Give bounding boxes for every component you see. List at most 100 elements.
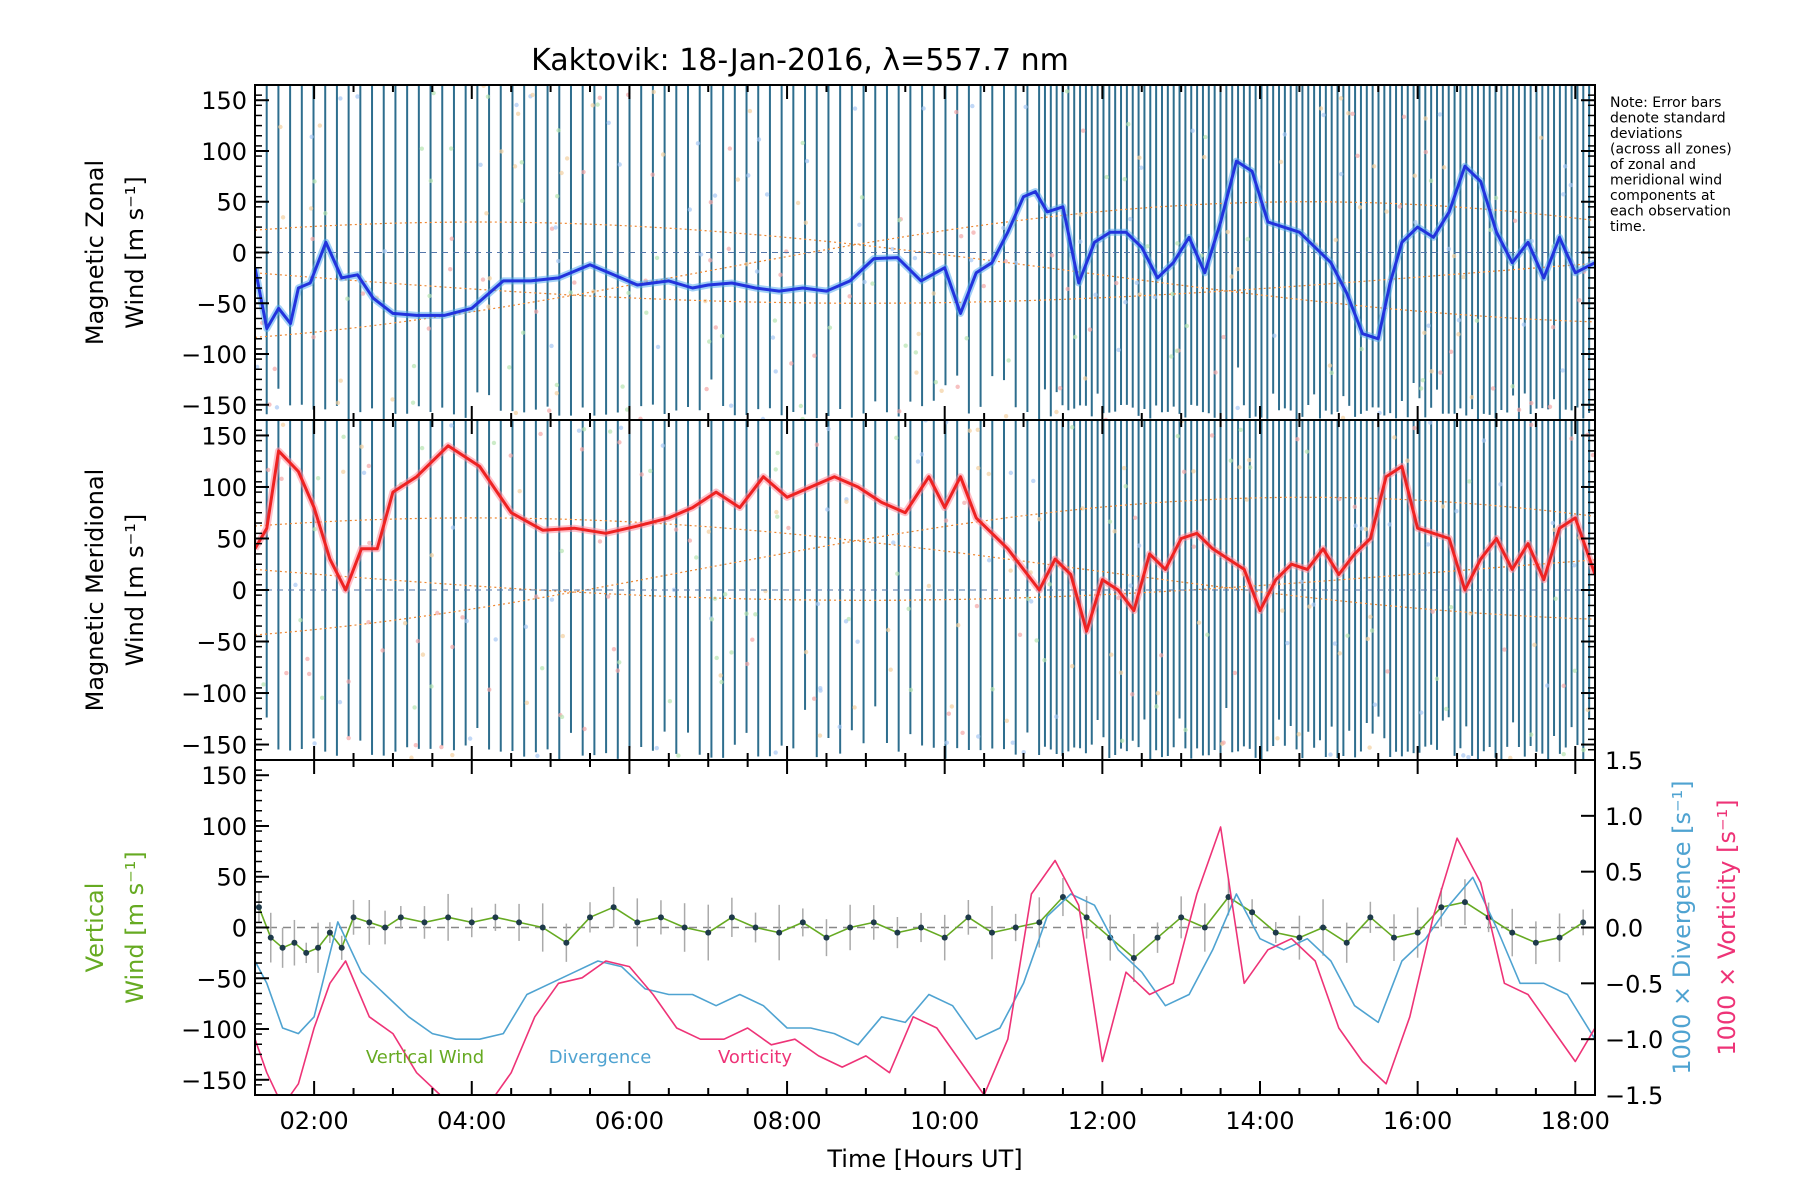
zone-point: [919, 452, 925, 457]
zone-point: [956, 623, 961, 628]
zone-point: [499, 149, 504, 154]
zone-point: [1590, 452, 1595, 458]
zone-point: [1003, 413, 1009, 419]
zone-point: [1529, 422, 1534, 428]
zone-point: [812, 353, 817, 358]
zone-point: [487, 276, 492, 281]
zone-point: [427, 293, 432, 299]
zone-point: [534, 309, 539, 314]
zone-point: [435, 610, 440, 616]
zone-point: [1221, 334, 1226, 340]
meridional-error-bars: [255, 420, 1595, 760]
zone-point: [1368, 614, 1373, 620]
zone-point: [1213, 370, 1218, 375]
zone-point: [1169, 354, 1174, 359]
vertical-wind-point: [894, 929, 901, 936]
zone-point: [1311, 602, 1316, 607]
note-line: denote standard: [1610, 111, 1726, 127]
vertical-wind-point: [705, 929, 712, 936]
vorticity-line: [255, 826, 1595, 1095]
zone-point: [1145, 244, 1150, 249]
y-tick-label: −100: [181, 341, 247, 369]
zone-point: [572, 280, 577, 285]
zone-point: [1295, 436, 1300, 442]
zone-point: [380, 648, 385, 653]
divergence-axis-label: 1000 × Divergence [s⁻¹]: [1668, 780, 1696, 1074]
zone-point: [1209, 433, 1215, 438]
vertical-wind-point: [1012, 924, 1019, 931]
zone-point: [1550, 520, 1556, 526]
zone-point: [419, 146, 424, 151]
zone-point: [1128, 583, 1133, 588]
zone-point: [390, 397, 395, 402]
zone-point: [1561, 192, 1566, 197]
zone-point: [795, 200, 801, 206]
note-line: of zonal and: [1610, 157, 1696, 173]
model-curve: [255, 201, 1595, 338]
zone-point: [1299, 579, 1304, 585]
zone-point: [1438, 370, 1443, 375]
zone-point: [706, 529, 712, 534]
zone-point: [1175, 433, 1181, 439]
zone-point: [1412, 173, 1418, 178]
vertical-wind-point: [468, 919, 475, 926]
zone-point: [1191, 544, 1197, 549]
zone-point: [931, 291, 936, 296]
zone-point: [800, 140, 805, 146]
zone-point: [967, 428, 972, 433]
zone-point: [1498, 482, 1503, 487]
vertical-wind-point: [397, 914, 404, 921]
zone-point: [315, 475, 321, 481]
vertical-wind-point: [315, 944, 322, 951]
y2-tick-label: 0.0: [1605, 915, 1643, 943]
zone-point: [1191, 469, 1196, 474]
note-line: meridional wind: [1610, 173, 1722, 189]
zone-point: [265, 467, 271, 473]
zone-point: [895, 571, 900, 576]
vertical-wind-point: [1059, 894, 1066, 901]
zone-point: [803, 220, 808, 225]
zone-point: [559, 170, 564, 176]
zone-point: [773, 750, 778, 755]
zone-point: [1367, 745, 1372, 750]
zone-point: [1401, 114, 1407, 120]
zone-point: [1087, 327, 1093, 332]
zone-point: [1469, 395, 1475, 400]
zone-point: [1345, 633, 1350, 638]
zone-point: [943, 518, 949, 523]
zone-point: [1321, 112, 1326, 118]
zone-point: [1510, 384, 1515, 389]
meridional-wind-line: [255, 444, 1595, 633]
zone-point: [852, 106, 858, 111]
meridional-wind-halo: [255, 442, 1595, 635]
zone-point: [606, 120, 611, 125]
zone-point: [778, 272, 783, 278]
zone-point: [337, 699, 343, 705]
zone-point: [261, 682, 266, 687]
zone-point: [559, 714, 565, 720]
chart-title: Kaktovik: 18-Jan-2016, λ=557.7 nm: [531, 43, 1069, 78]
zone-point: [753, 612, 758, 617]
zone-point: [958, 234, 964, 239]
zone-point: [1369, 628, 1375, 633]
zone-point: [789, 361, 794, 366]
zone-point: [1329, 370, 1334, 376]
zone-point: [944, 740, 949, 745]
zone-point: [284, 670, 289, 676]
vertical-wind-point: [492, 914, 499, 921]
zone-point: [535, 753, 540, 759]
y-tick-label: −100: [181, 680, 247, 708]
zone-point: [450, 752, 455, 758]
zone-point: [1572, 668, 1578, 674]
zone-point: [310, 236, 315, 242]
zone-point: [1371, 164, 1377, 169]
vertical-wind-point: [870, 919, 877, 926]
zone-point: [773, 467, 778, 472]
zone-point: [293, 582, 298, 588]
zone-point: [306, 671, 312, 677]
y-tick-label: 150: [201, 87, 247, 115]
vertical-ylabel-line1: Vertical: [81, 883, 109, 973]
zone-point: [1561, 683, 1566, 689]
y-tick-label: 100: [201, 138, 247, 166]
zone-point: [687, 207, 693, 212]
